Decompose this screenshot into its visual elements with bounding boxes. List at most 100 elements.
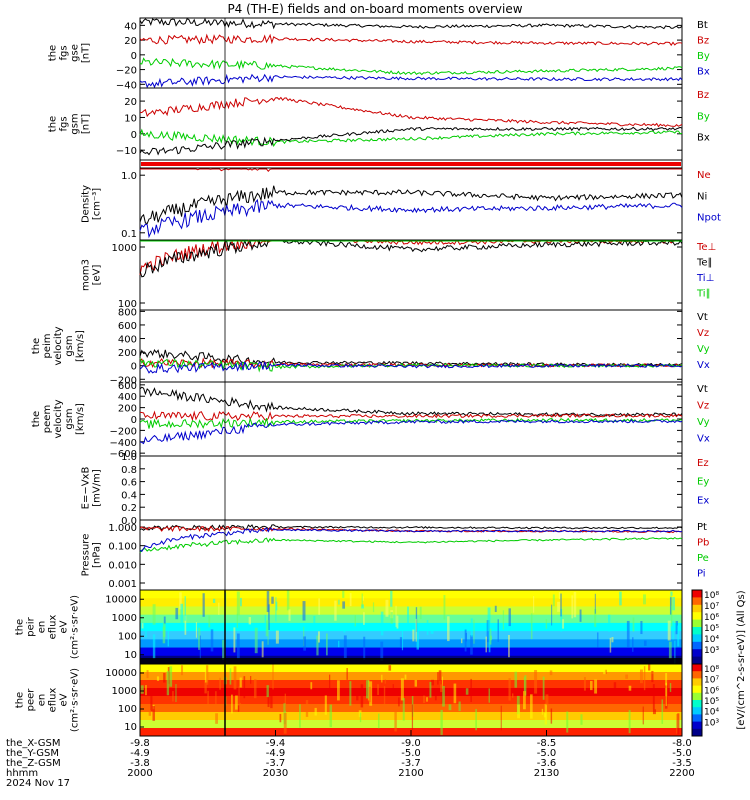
heatmap-streak	[470, 618, 473, 637]
y-tick-label: 20	[124, 36, 137, 47]
colorbar-label: [eV/(cm^2-s-sr-eV)] (All Qs)	[736, 590, 747, 729]
heatmap-streak	[169, 666, 173, 687]
colorbar-segment	[692, 604, 702, 613]
colorbar-segment	[692, 671, 702, 679]
heatmap-streak	[349, 681, 352, 706]
heatmap-band	[140, 622, 682, 632]
heatmap-streak	[594, 609, 597, 628]
heatmap-streak	[162, 622, 166, 638]
y-tick-label: 10000	[105, 668, 137, 679]
series-line-2	[139, 198, 683, 239]
colorbar-segment	[692, 721, 702, 730]
heatmap-streak	[473, 619, 475, 644]
heatmap-streak	[475, 708, 477, 731]
heatmap-streak	[239, 597, 242, 607]
y-axis-label: en	[37, 621, 48, 634]
y-tick-label: 100	[118, 631, 137, 642]
heatmap-streak	[146, 670, 149, 679]
colorbar-tick-label: 10⁶	[704, 686, 719, 696]
heatmap-streak	[580, 714, 583, 725]
footer-z-value: -3.7	[401, 758, 421, 769]
footer-z-value: -3.5	[672, 758, 692, 769]
y-axis-label: the	[15, 692, 26, 708]
heatmap-streak	[590, 680, 593, 691]
y-axis-label: the	[15, 619, 26, 635]
heatmap-streak	[156, 676, 160, 681]
heatmap-streak	[372, 602, 375, 613]
heatmap-streak	[676, 714, 678, 734]
footer-time-value: 2030	[263, 768, 288, 779]
heatmap-streak	[443, 595, 446, 620]
heatmap-streak	[261, 641, 264, 658]
heatmap-streak	[557, 601, 561, 612]
legend-label: Ex	[697, 495, 709, 506]
heatmap-streak	[235, 695, 238, 710]
heatmap-streak	[363, 612, 365, 625]
heatmap-streak	[338, 599, 340, 605]
heatmap-streak	[543, 713, 546, 718]
heatmap-streak	[342, 590, 345, 598]
heatmap-streak	[652, 709, 656, 715]
heatmap-streak	[453, 683, 457, 704]
colorbar-segment	[692, 656, 702, 665]
heatmap-streak	[558, 592, 561, 599]
heatmap-streak	[640, 620, 643, 635]
heatmap-streak	[180, 603, 184, 630]
heatmap-streak	[594, 679, 598, 694]
heatmap-streak	[434, 690, 437, 701]
heatmap-streak	[383, 686, 386, 710]
y-axis-label: [cm⁻³]	[92, 188, 103, 220]
legend-label: Vy	[697, 417, 710, 428]
heatmap-streak	[356, 693, 359, 701]
heatmap-streak	[303, 636, 306, 651]
heatmap-streak	[284, 693, 286, 711]
heatmap-streak	[343, 635, 347, 659]
heatmap-streak	[530, 613, 533, 640]
heatmap-streak	[643, 640, 647, 646]
heatmap-streak	[390, 612, 393, 624]
series-line-3	[139, 418, 683, 445]
heatmap-streak	[152, 604, 156, 625]
heatmap-streak	[488, 688, 490, 703]
panel-6: 1.0 0.8 0.60.4 0.2 0.0 Ez Ey Ex E=−VxB [mV/m]	[81, 452, 710, 527]
heatmap-streak	[440, 709, 443, 735]
heatmap-streak	[310, 682, 313, 690]
heatmap-streak	[465, 688, 469, 695]
heatmap-streak	[267, 687, 270, 707]
heatmap-streak	[215, 691, 217, 712]
panel-frame	[139, 455, 683, 521]
colorbar-tick-label: 10⁷	[704, 602, 719, 612]
series-line-0	[139, 96, 683, 128]
panel-7: 1.000 0.100 0.010 0.001 Pt Pb Pe Pi Pressure [nPa…	[81, 519, 709, 591]
heatmap-streak	[338, 640, 340, 648]
heatmap-band	[140, 614, 682, 624]
y-tick-label: −200	[110, 426, 137, 437]
y-tick-label: −10	[116, 146, 137, 157]
heatmap-streak	[380, 611, 384, 636]
heatmap-streak	[163, 672, 166, 683]
y-tick-label: 0.010	[108, 560, 137, 571]
footer-z-value: -3.6	[537, 758, 557, 769]
heatmap-streak	[337, 680, 340, 701]
footer-time-value: 2130	[534, 768, 559, 779]
heatmap-streak	[145, 685, 147, 696]
y-axis-label: peem	[42, 405, 53, 433]
footer-row-label: the_Y-GSM	[6, 748, 59, 759]
heatmap-streak	[152, 634, 156, 660]
heatmap-streak	[442, 685, 445, 707]
heatmap-streak	[206, 665, 209, 685]
heatmap-streak	[377, 713, 380, 729]
y-tick-label: 20	[124, 97, 137, 108]
legend-label: Ne	[697, 170, 711, 181]
heatmap-streak	[411, 704, 414, 730]
separator-bar	[141, 162, 681, 166]
heatmap-streak	[400, 678, 404, 701]
heatmap-streak	[254, 627, 258, 654]
y-tick-label: 0.1	[121, 229, 137, 240]
series-line-2	[139, 536, 683, 553]
footer-time-value: 2000	[127, 768, 152, 779]
heatmap-streak	[270, 688, 273, 709]
y-axis-label: peir	[26, 616, 37, 636]
